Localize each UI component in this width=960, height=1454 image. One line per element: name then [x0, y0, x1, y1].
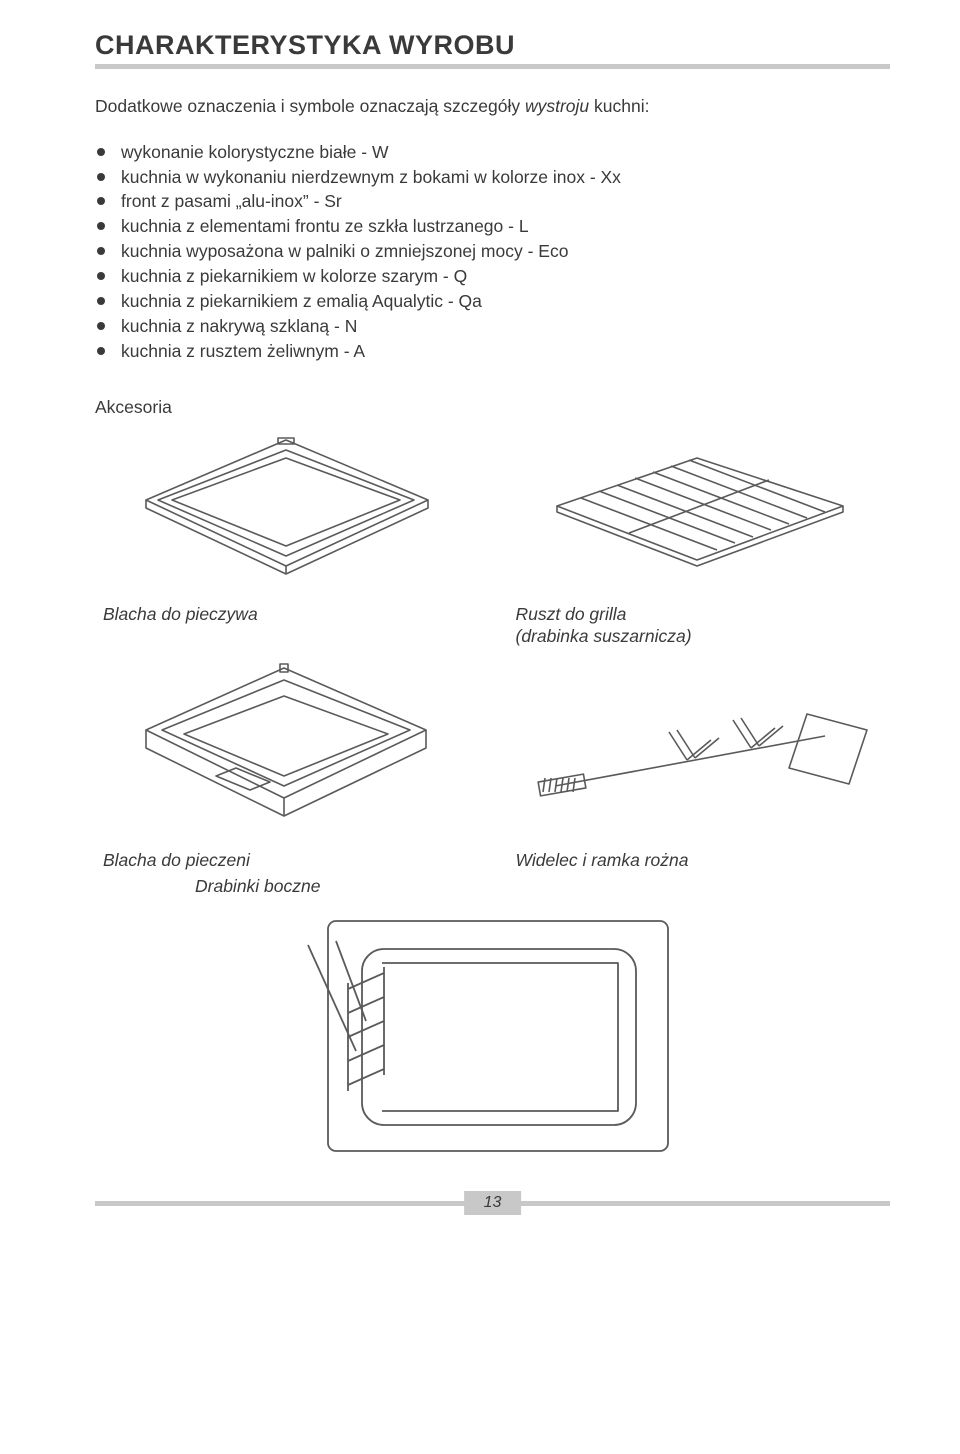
grill-rack-l1: Ruszt do grilla [516, 604, 627, 624]
side-rails-caption: Drabinki boczne [195, 876, 320, 897]
baking-tray-caption: Blacha do pieczywa [95, 604, 258, 626]
list-item: kuchnia z nakrywą szklaną - N [97, 314, 890, 339]
intro-italic: wystroju [525, 96, 589, 116]
list-item: kuchnia z piekarnikiem w kolorze szarym … [97, 264, 890, 289]
grill-rack-l2: (drabinka suszarnicza) [516, 626, 692, 646]
accessory-baking-tray: Blacha do pieczywa [95, 428, 478, 648]
list-item: kuchnia w wykonaniu nierdzewnym z bokami… [97, 165, 890, 190]
list-item: kuchnia wyposażona w palniki o zmniejszo… [97, 239, 890, 264]
page-footer: 13 [95, 1195, 890, 1235]
spit-fork-icon [519, 654, 879, 844]
roasting-tray-icon [116, 654, 456, 844]
accessory-grill-rack: Ruszt do grilla (drabinka suszarnicza) [508, 428, 891, 648]
accessories-label: Akcesoria [95, 397, 890, 418]
accessory-roasting-tray: Blacha do pieczeni [95, 654, 478, 872]
intro-text: Dodatkowe oznaczenia i symbole oznaczają… [95, 95, 890, 118]
accessory-spit-fork: Widelec i ramka rożna [508, 654, 891, 872]
list-item: kuchnia z piekarnikiem z emalią Aqualyti… [97, 289, 890, 314]
list-item: wykonanie kolorystyczne białe - W [97, 140, 890, 165]
list-item: front z pasami „alu-inox” - Sr [97, 189, 890, 214]
intro-suffix: kuchni: [589, 96, 649, 116]
grill-rack-caption: Ruszt do grilla (drabinka suszarnicza) [508, 604, 692, 648]
intro-prefix: Dodatkowe oznaczenia i symbole oznaczają… [95, 96, 525, 116]
title-underline [95, 64, 890, 69]
spit-fork-caption: Widelec i ramka rożna [508, 850, 689, 872]
feature-list: wykonanie kolorystyczne białe - W kuchni… [95, 140, 890, 364]
page-number: 13 [464, 1191, 522, 1215]
accessory-grid: Blacha do pieczywa [95, 428, 890, 872]
list-item: kuchnia z rusztem żeliwnym - A [97, 339, 890, 364]
page-title: CHARAKTERYSTYKA WYROBU [95, 30, 890, 61]
accessory-side-rails: Drabinki boczne [95, 876, 890, 1171]
grill-rack-icon [529, 428, 869, 598]
side-rails-icon [278, 901, 708, 1171]
list-item: kuchnia z elementami frontu ze szkła lus… [97, 214, 890, 239]
roasting-tray-caption: Blacha do pieczeni [95, 850, 250, 872]
baking-tray-icon [116, 428, 456, 598]
